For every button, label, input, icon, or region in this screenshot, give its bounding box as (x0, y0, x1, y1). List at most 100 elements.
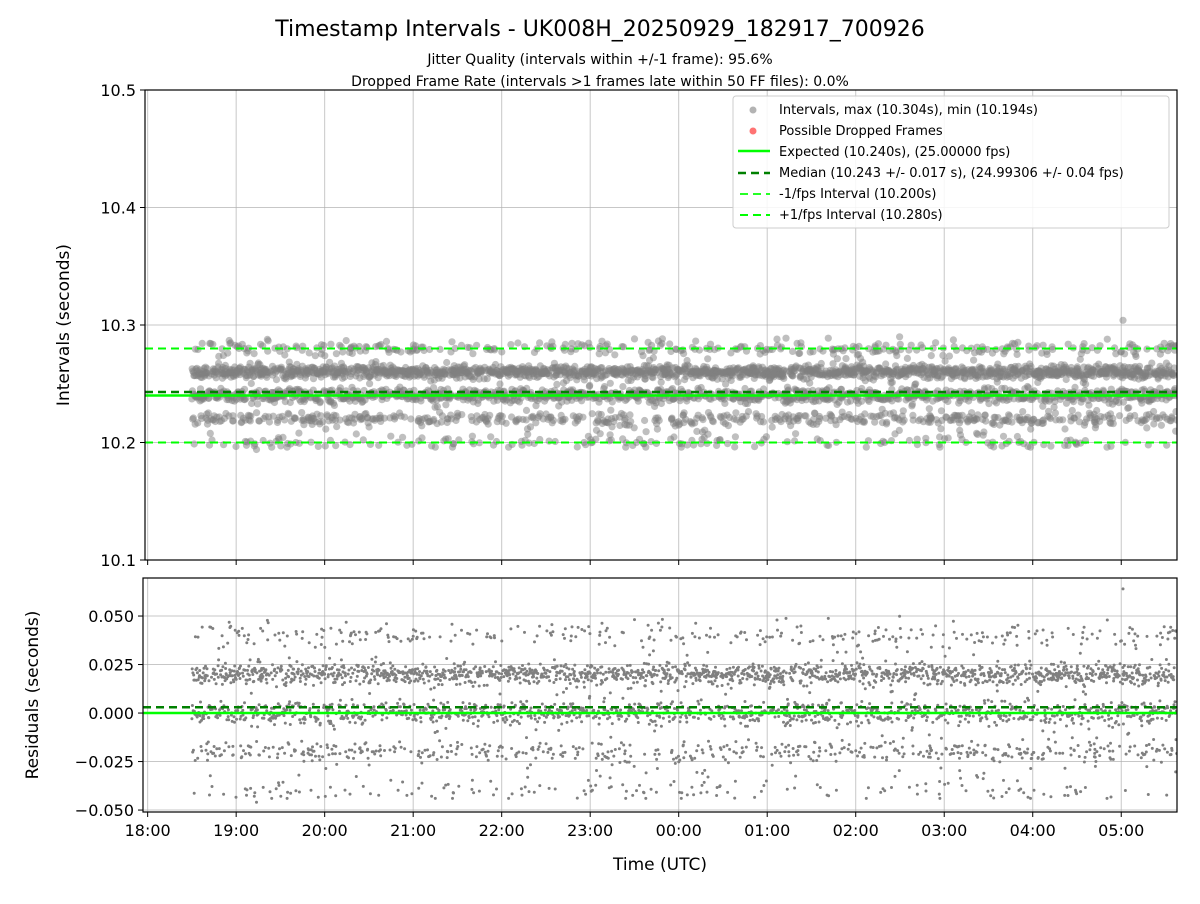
interval-point (680, 350, 687, 357)
interval-point (1085, 402, 1092, 409)
residual-point (372, 665, 375, 668)
residual-point (420, 762, 423, 765)
residual-point (421, 751, 424, 754)
residual-point (250, 692, 253, 695)
interval-point (658, 379, 665, 386)
interval-point (883, 419, 890, 426)
residual-point (333, 663, 336, 666)
residual-point (441, 745, 444, 748)
residual-point (285, 708, 288, 711)
residual-point (288, 700, 291, 703)
residual-point (266, 638, 269, 641)
interval-point (251, 350, 258, 357)
residual-point (339, 699, 342, 702)
residual-point (432, 721, 435, 724)
interval-point (643, 428, 650, 435)
interval-point (896, 427, 903, 434)
residual-point (322, 664, 325, 667)
interval-point (253, 409, 260, 416)
interval-point (710, 418, 717, 425)
residual-point (218, 747, 221, 750)
residual-point (308, 641, 311, 644)
residual-point (297, 671, 300, 674)
residual-point (440, 715, 443, 718)
residual-point (334, 745, 337, 748)
residual-point (349, 680, 352, 683)
residual-point (374, 661, 377, 664)
residual-point (350, 676, 353, 679)
residual-point (345, 621, 348, 624)
interval-point (292, 415, 299, 422)
residual-point (354, 633, 357, 636)
residual-point (278, 639, 281, 642)
residual-point (408, 677, 411, 680)
residual-point (444, 670, 447, 673)
residual-point (393, 750, 396, 753)
interval-point (704, 431, 711, 438)
residual-point (343, 681, 346, 684)
interval-point (524, 431, 531, 438)
residual-point (206, 674, 209, 677)
residual-point (352, 757, 355, 760)
interval-point (487, 433, 494, 440)
residual-point (284, 684, 287, 687)
residual-point (366, 748, 369, 751)
residual-point (443, 673, 446, 676)
residual-point (298, 718, 301, 721)
interval-point (654, 426, 661, 433)
residual-point (357, 664, 360, 667)
residual-point (195, 667, 198, 670)
interval-point (692, 338, 699, 345)
residual-point (319, 722, 322, 725)
interval-point (670, 433, 677, 440)
residual-point (255, 671, 258, 674)
residual-point (419, 709, 422, 712)
residual-point (297, 668, 300, 671)
residual-point (449, 715, 452, 718)
residual-point (294, 676, 297, 679)
residual-point (407, 717, 410, 720)
interval-point (912, 380, 919, 387)
residual-point (350, 632, 353, 635)
residual-point (389, 779, 392, 782)
residual-point (391, 664, 394, 667)
residual-point (217, 664, 220, 667)
residual-point (328, 657, 331, 660)
residual-point (426, 748, 429, 751)
residual-point (222, 645, 225, 648)
interval-point (1014, 339, 1021, 346)
residual-point (211, 627, 214, 630)
residual-point (385, 701, 388, 704)
residual-point (320, 643, 323, 646)
residual-point (396, 637, 399, 640)
residual-point (276, 753, 279, 756)
residual-point (253, 791, 256, 794)
residual-point (395, 680, 398, 683)
residual-point (271, 678, 274, 681)
residual-point (435, 720, 438, 723)
interval-point (926, 405, 933, 412)
residual-point (334, 794, 337, 797)
residual-point (201, 682, 204, 685)
residual-point (423, 637, 426, 640)
residual-point (299, 680, 302, 683)
residual-point (215, 673, 218, 676)
interval-point (641, 417, 648, 424)
residual-point (251, 673, 254, 676)
interval-point (666, 340, 673, 347)
residual-point (429, 754, 432, 757)
interval-point (1158, 422, 1165, 429)
residual-point (329, 786, 332, 789)
interval-point (834, 355, 841, 362)
residual-point (323, 673, 326, 676)
residual-point (192, 749, 195, 752)
residual-point (260, 680, 263, 683)
interval-point (732, 433, 739, 440)
residual-point (335, 643, 338, 646)
residual-point (349, 793, 352, 796)
residual-point (301, 663, 304, 666)
residual-point (190, 717, 193, 720)
residual-point (310, 753, 313, 756)
residual-point (324, 677, 327, 680)
residual-point (420, 674, 423, 677)
